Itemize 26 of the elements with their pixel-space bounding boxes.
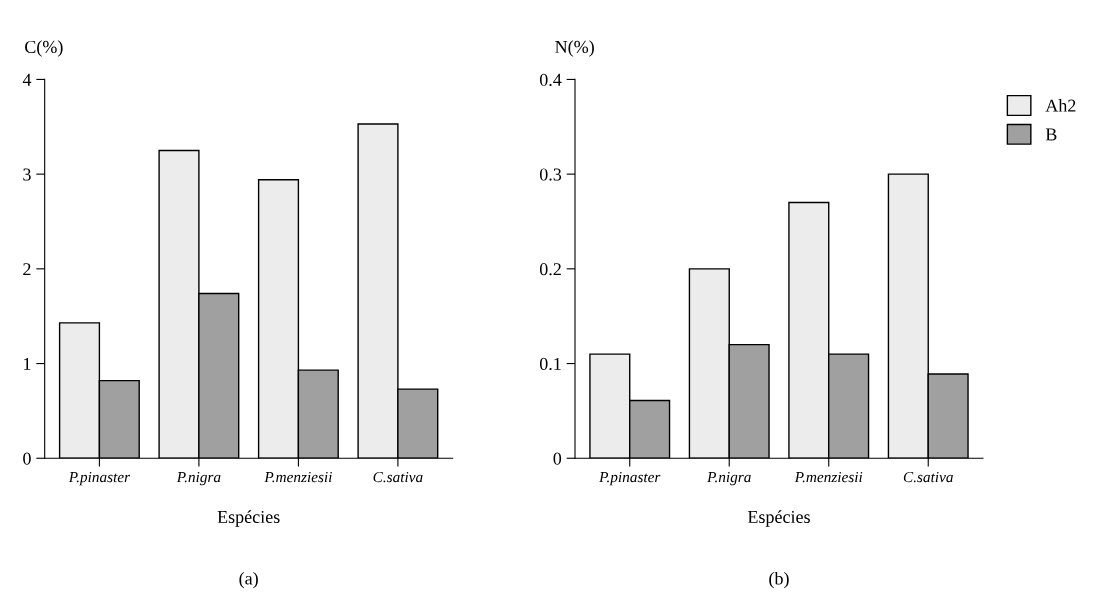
x-tick-label: P.menziesii	[264, 471, 332, 483]
x-tick-label: P.pinaster	[68, 471, 131, 486]
y-axis-title: C(%)	[25, 40, 63, 57]
x-tick-label: P.menziesii	[794, 471, 863, 483]
text: (a)	[239, 571, 258, 589]
x-tick-label: P.nigra	[707, 471, 751, 486]
x-axis-title: Espécies	[747, 510, 810, 527]
y-tick-label: 3	[23, 168, 31, 181]
x-tick-label: C.sativa	[903, 471, 953, 483]
legend-label: B	[1045, 128, 1057, 141]
y-tick-label: 0.1	[539, 357, 561, 371]
y-tick-label: 4	[22, 73, 32, 86]
legend-label: Ah2	[1045, 99, 1076, 112]
y-tick-label: 0.2	[539, 263, 561, 276]
y-tick-label: 2	[23, 263, 31, 276]
y-tick-label: 0.4	[539, 73, 562, 86]
x-axis-title: Espécies	[217, 510, 280, 527]
y-tick-label: 0.3	[539, 168, 562, 181]
text: (b)	[769, 571, 789, 589]
y-tick-label: 0	[23, 452, 31, 465]
x-tick-label: C.sativa	[373, 471, 423, 483]
x-tick-label: P.nigra	[176, 471, 221, 486]
y-axis-title: N(%)	[555, 40, 594, 57]
x-tick-label: P.pinaster	[599, 471, 661, 486]
y-tick-label: 1	[24, 357, 31, 370]
y-tick-label: 0	[553, 452, 562, 465]
